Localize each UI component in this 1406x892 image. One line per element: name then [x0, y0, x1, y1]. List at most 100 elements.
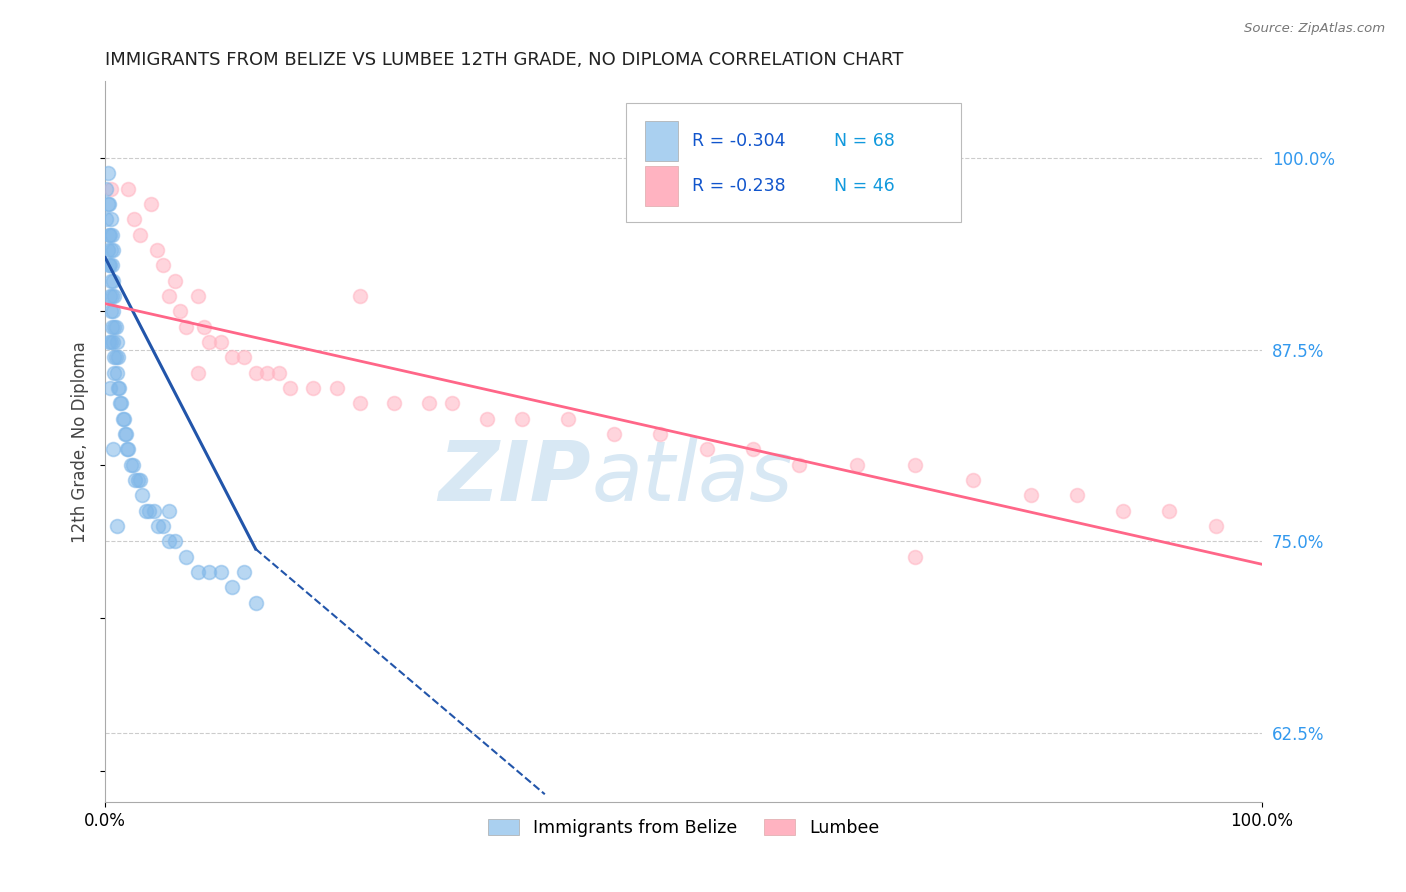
Point: [1066, 488, 1088, 502]
Point: [187, 289, 209, 303]
Point: [127, 473, 149, 487]
Point: [152, 519, 174, 533]
Point: [787, 458, 810, 472]
Point: [96, 243, 118, 257]
Point: [97, 227, 120, 242]
Point: [256, 366, 278, 380]
Point: [384, 396, 406, 410]
Point: [245, 596, 267, 610]
Point: [108, 381, 131, 395]
Point: [105, 519, 128, 533]
Point: [198, 334, 221, 349]
Point: [107, 351, 129, 365]
Point: [135, 503, 157, 517]
Point: [1112, 503, 1135, 517]
Text: IMMIGRANTS FROM BELIZE VS LUMBEE 12TH GRADE, NO DIPLOMA CORRELATION CHART: IMMIGRANTS FROM BELIZE VS LUMBEE 12TH GR…: [105, 51, 904, 69]
Text: ZIP: ZIP: [439, 437, 591, 518]
Point: [103, 442, 125, 457]
Point: [96, 212, 118, 227]
Point: [198, 565, 221, 579]
Point: [103, 366, 125, 380]
Point: [742, 442, 765, 457]
Point: [97, 334, 120, 349]
Point: [152, 258, 174, 272]
Point: [101, 319, 124, 334]
Point: [1205, 519, 1227, 533]
Text: N = 68: N = 68: [834, 132, 894, 150]
Point: [267, 366, 290, 380]
Point: [98, 227, 121, 242]
Point: [103, 334, 125, 349]
Point: [124, 473, 146, 487]
Legend: Immigrants from Belize, Lumbee: Immigrants from Belize, Lumbee: [481, 812, 886, 844]
Point: [163, 274, 186, 288]
Point: [97, 258, 120, 272]
Point: [98, 289, 121, 303]
Point: [169, 304, 191, 318]
Point: [142, 503, 165, 517]
Point: [122, 458, 145, 472]
Point: [650, 427, 672, 442]
Point: [103, 319, 125, 334]
Point: [104, 351, 127, 365]
Point: [110, 396, 132, 410]
Point: [148, 519, 170, 533]
Point: [98, 381, 121, 395]
Point: [696, 442, 718, 457]
Point: [105, 366, 128, 380]
Point: [221, 580, 243, 594]
Point: [104, 319, 127, 334]
Point: [510, 411, 533, 425]
Point: [115, 427, 138, 442]
Point: [245, 366, 267, 380]
Point: [98, 258, 121, 272]
Text: N = 46: N = 46: [834, 177, 894, 194]
Point: [193, 319, 215, 334]
Point: [97, 197, 120, 211]
Point: [103, 351, 125, 365]
Point: [1159, 503, 1181, 517]
Point: [146, 243, 169, 257]
Text: R = -0.304: R = -0.304: [692, 132, 785, 150]
Point: [557, 411, 579, 425]
Point: [96, 197, 118, 211]
Point: [141, 197, 163, 211]
FancyBboxPatch shape: [645, 166, 678, 206]
Point: [418, 396, 440, 410]
Point: [110, 396, 132, 410]
Point: [475, 411, 498, 425]
Point: [117, 182, 139, 196]
Point: [441, 396, 464, 410]
Point: [100, 274, 122, 288]
Point: [209, 334, 232, 349]
Point: [100, 182, 122, 196]
Point: [962, 473, 984, 487]
Point: [157, 534, 180, 549]
Point: [129, 473, 152, 487]
Point: [100, 243, 122, 257]
Point: [209, 565, 232, 579]
Point: [904, 458, 927, 472]
Point: [174, 549, 197, 564]
Point: [174, 319, 197, 334]
Point: [302, 381, 325, 395]
Point: [103, 289, 125, 303]
Point: [129, 227, 152, 242]
Point: [100, 212, 122, 227]
Point: [221, 351, 243, 365]
FancyBboxPatch shape: [645, 121, 678, 161]
Point: [138, 503, 160, 517]
Point: [107, 381, 129, 395]
Point: [122, 212, 145, 227]
Point: [103, 304, 125, 318]
Point: [131, 488, 153, 502]
Point: [101, 289, 124, 303]
Text: R = -0.238: R = -0.238: [692, 177, 786, 194]
Point: [233, 351, 256, 365]
Y-axis label: 12th Grade, No Diploma: 12th Grade, No Diploma: [72, 341, 89, 542]
Point: [603, 427, 626, 442]
Point: [163, 534, 186, 549]
Point: [846, 458, 869, 472]
Point: [187, 366, 209, 380]
Point: [157, 289, 180, 303]
